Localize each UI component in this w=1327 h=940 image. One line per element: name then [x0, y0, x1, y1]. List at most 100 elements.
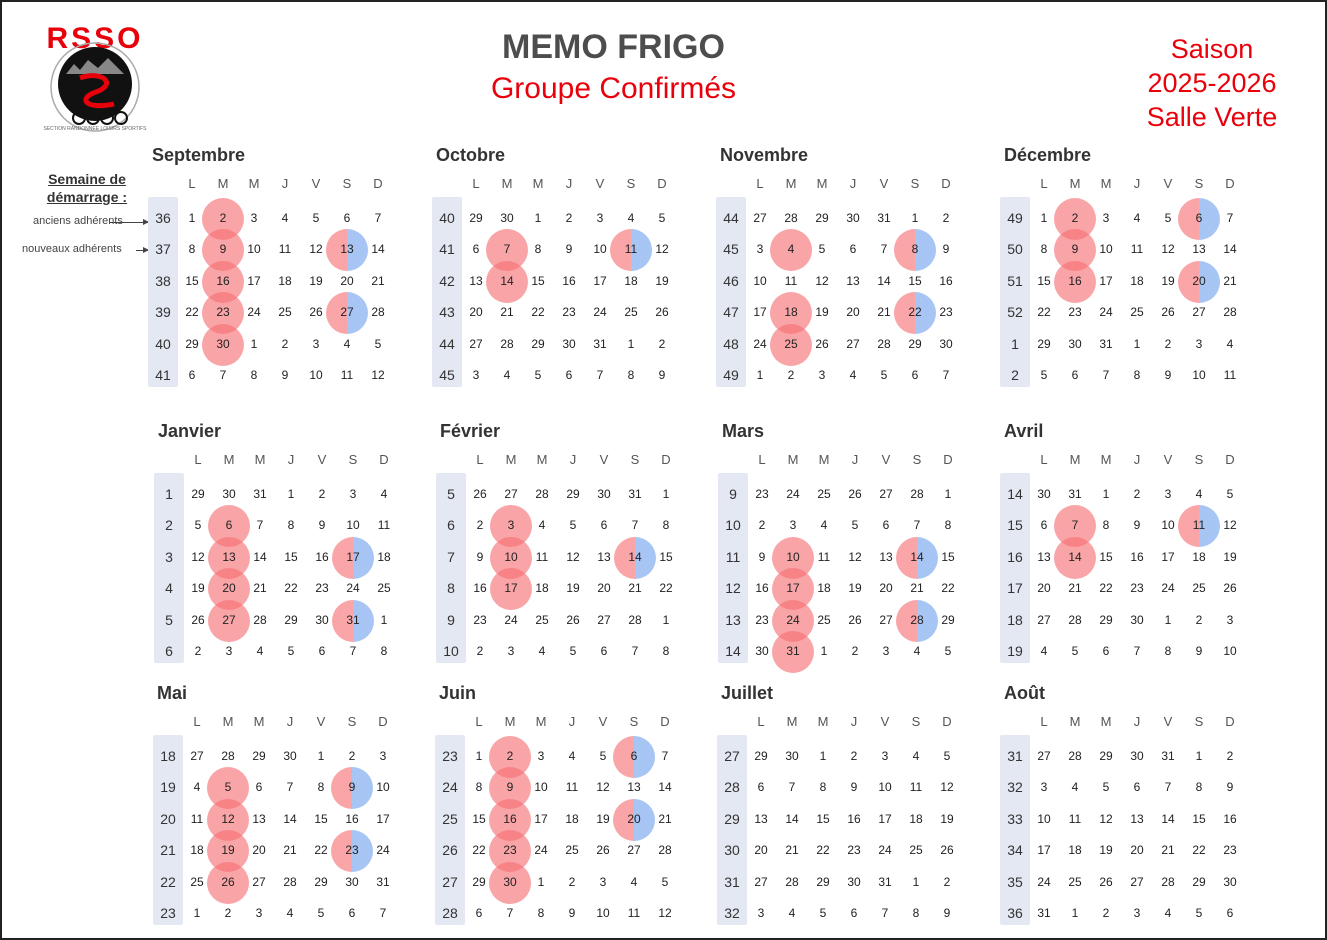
day-cell: 9: [565, 242, 573, 257]
day-cell: 2: [565, 211, 573, 225]
day-header: D: [1225, 714, 1235, 729]
week-number: 17: [1007, 580, 1023, 597]
day-header: V: [1163, 452, 1173, 467]
day-cell: 2: [1071, 211, 1079, 225]
week-number: 14: [725, 643, 741, 659]
week-number: 39: [155, 304, 171, 321]
day-cell: 19: [221, 843, 235, 858]
day-header: L: [472, 176, 480, 191]
day-cell: 25: [1068, 874, 1082, 889]
day-cell: 17: [504, 581, 518, 596]
day-cell: 10: [1223, 644, 1237, 658]
week-number: 30: [724, 842, 740, 859]
day-cell: 31: [1099, 336, 1113, 351]
start-circle-red: [208, 599, 250, 642]
start-circle-split: [613, 736, 655, 778]
day-cell: 15: [531, 273, 545, 288]
week-number: 29: [724, 810, 740, 827]
legend-nouveaux: nouveaux adhérents: [22, 243, 122, 255]
day-cell: 3: [599, 874, 607, 889]
day-cell: 30: [222, 487, 236, 501]
day-cell: 9: [318, 518, 326, 533]
day-cell: 4: [568, 749, 576, 763]
day-cell: 15: [472, 811, 486, 826]
day-cell: 16: [315, 549, 329, 564]
day-cell: 31: [628, 487, 642, 501]
day-cell: 23: [755, 487, 769, 501]
season-line: Saison: [1170, 34, 1254, 64]
day-cell: 27: [1192, 305, 1206, 320]
day-cell: 5: [1040, 368, 1048, 382]
day-cell: 1: [756, 368, 764, 382]
day-header: M: [535, 714, 547, 729]
day-cell: 7: [880, 242, 888, 257]
day-cell: 19: [566, 581, 580, 596]
week-number: 52: [1007, 304, 1023, 321]
day-cell: 1: [287, 487, 295, 501]
day-cell: 5: [194, 518, 202, 533]
start-circle-red: [1054, 536, 1096, 579]
day-cell: 4: [343, 336, 351, 351]
day-cell: 2: [658, 336, 666, 351]
day-cell: 11: [909, 780, 923, 795]
day-cell: 26: [1099, 874, 1113, 889]
day-cell: 9: [758, 549, 766, 564]
day-cell: 13: [222, 549, 236, 564]
start-circle-split: [326, 292, 368, 335]
day-cell: 18: [1130, 273, 1144, 288]
day-header: M: [504, 714, 516, 729]
day-cell: 17: [247, 273, 261, 288]
day-cell: 20: [879, 581, 893, 596]
day-cell: 22: [314, 843, 328, 858]
day-cell: 11: [784, 273, 798, 288]
day-cell: 27: [340, 305, 354, 320]
day-cell: 22: [941, 581, 955, 596]
day-cell: 19: [596, 811, 610, 826]
day-cell: 12: [848, 549, 862, 564]
day-cell: 13: [469, 273, 483, 288]
day-cell: 29: [816, 874, 830, 889]
page-title: MEMO FRIGO: [502, 28, 725, 66]
day-header: M: [253, 714, 265, 729]
day-cell: 19: [848, 581, 862, 596]
day-cell: 15: [941, 549, 955, 564]
day-cell: 6: [472, 242, 480, 257]
day-cell: 3: [250, 211, 258, 225]
day-cell: 28: [784, 211, 798, 225]
day-cell: 28: [910, 487, 924, 501]
day-cell: 3: [1164, 487, 1172, 501]
day-cell: 2: [1133, 487, 1141, 501]
week-number-band: [154, 473, 184, 663]
day-cell: 30: [939, 336, 953, 351]
day-cell: 7: [631, 644, 639, 658]
day-cell: 1: [1164, 612, 1172, 627]
day-cell: 27: [753, 211, 767, 225]
day-cell: 17: [593, 273, 607, 288]
day-cell: 30: [562, 336, 576, 351]
day-cell: 15: [908, 273, 922, 288]
day-header: V: [316, 714, 326, 729]
day-cell: 1: [193, 906, 201, 920]
day-cell: 3: [789, 518, 797, 533]
day-header: S: [1194, 176, 1204, 191]
day-cell: 21: [283, 843, 297, 858]
week-number: 10: [443, 643, 459, 659]
day-cell: 15: [659, 549, 673, 564]
day-cell: 17: [376, 811, 390, 826]
month-1: Octobre L M M J V S D 40 41 42 43 44 45 29 30 1 2 3 4 5 6 7 8 9 1…: [432, 145, 686, 405]
day-cell: 24: [346, 581, 360, 596]
day-cell: 4: [1195, 487, 1203, 501]
day-cell: 25: [909, 843, 923, 858]
day-cell: 22: [284, 581, 298, 596]
day-cell: 7: [349, 644, 357, 658]
season-room: Salle Verte: [1146, 102, 1278, 132]
day-cell: 6: [475, 906, 483, 920]
day-cell: 28: [1068, 749, 1082, 763]
week-number-band: [435, 735, 465, 925]
day-cell: 11: [377, 518, 391, 533]
day-cell: 11: [535, 549, 549, 564]
day-cell: 2: [787, 368, 795, 382]
day-cell: 16: [847, 811, 861, 826]
day-cell: 16: [216, 273, 230, 288]
day-cell: 29: [191, 487, 205, 501]
